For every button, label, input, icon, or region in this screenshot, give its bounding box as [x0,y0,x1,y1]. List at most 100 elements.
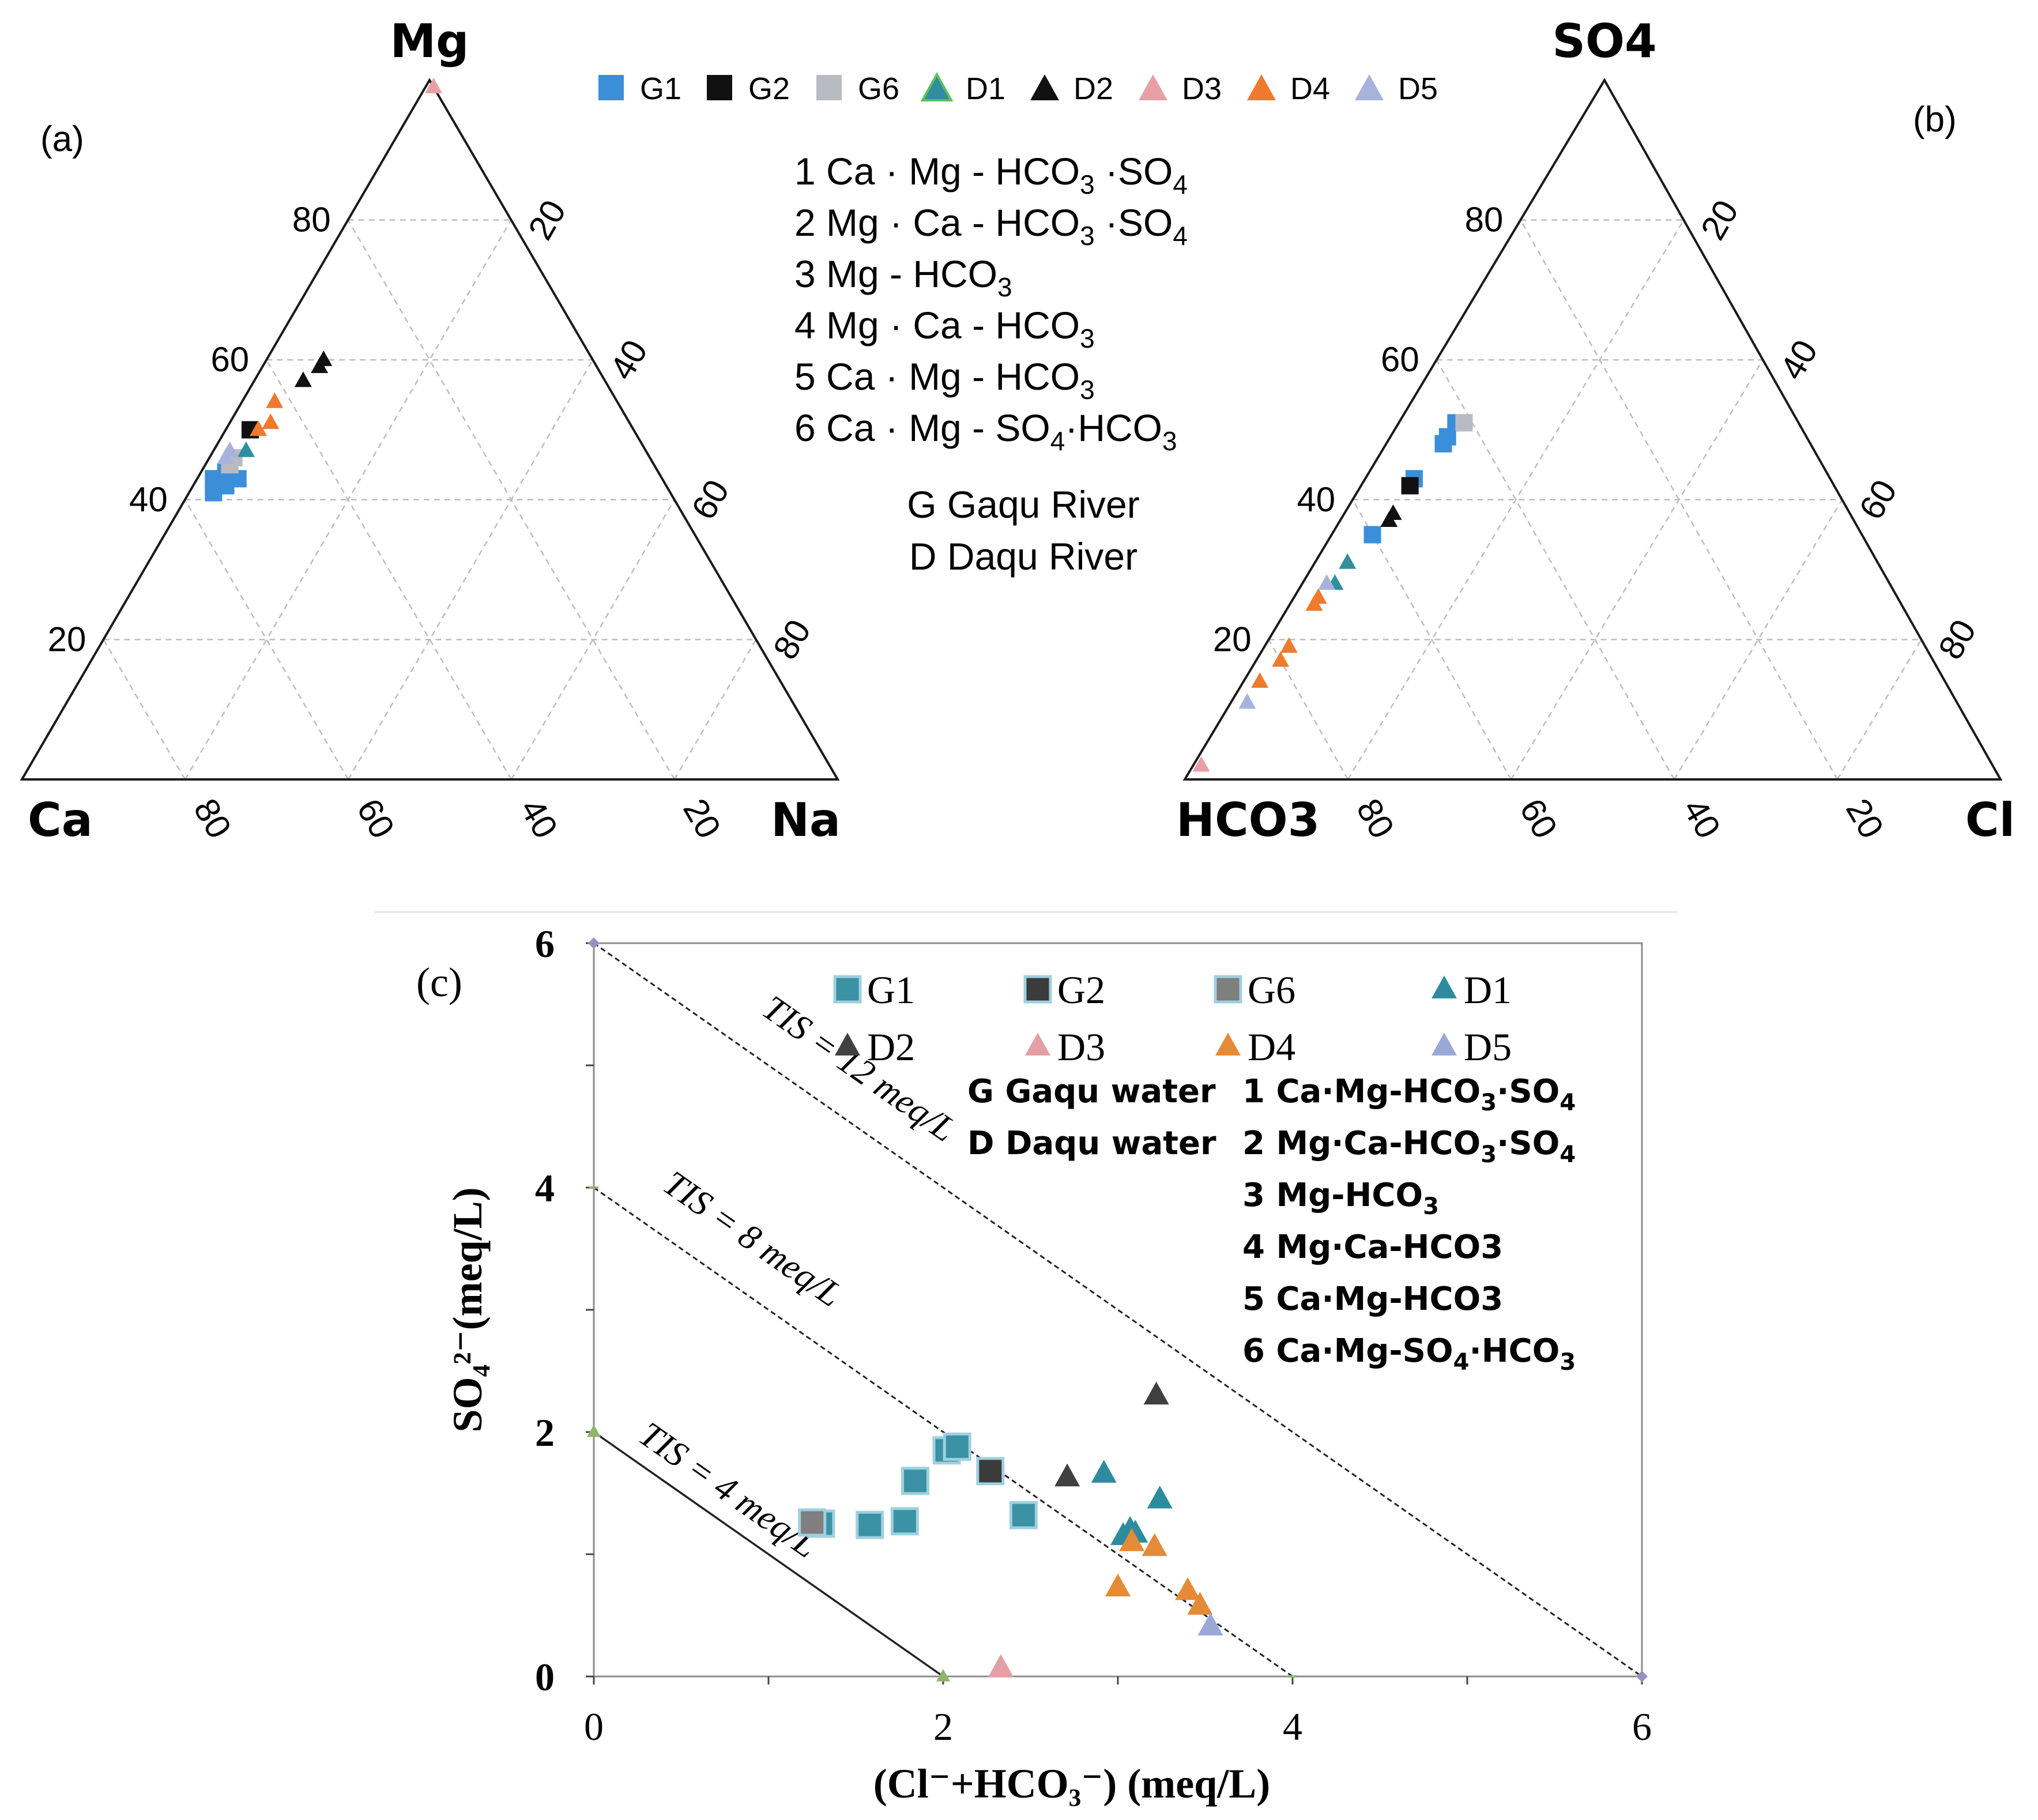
y-axis-title: SO₄²⁻(meq/L) [444,1187,491,1432]
vertex-label-top: SO4 [1552,14,1656,68]
legend-marker-D3 [1025,1033,1050,1056]
scatter-plot-c: 0 2 4 6 0 2 4 6 (Cl⁻+HCO₃⁻) (meq/L) SO₄²⁻(meq/L) T… [444,922,1652,1807]
legend-marker-D1 [1432,975,1457,998]
legend-marker-D5 [1355,74,1384,100]
bottom-axis-tick: 20 [676,792,728,845]
x-tick-label: 6 [1632,1705,1652,1749]
legend-item-D2: D2 [835,1025,915,1069]
data-point-D4 [262,413,280,429]
bottom-axis-tick: 60 [1512,792,1565,845]
grid-line [1352,499,1512,780]
legend-marker-G2 [707,75,732,100]
tis-line-endpoint [587,1425,601,1437]
series-D2 [1380,504,1402,527]
legend-item-G6: G6 [816,71,899,106]
data-point-D5 [1238,693,1256,709]
legend-label-G1: G1 [640,71,681,106]
water-type-note: 1 Ca · Mg - HCO3 ·SO4 [794,150,1188,199]
data-point-D2 [1054,1463,1080,1487]
legend-marker-D4 [1247,74,1276,100]
series-D3 [425,77,443,93]
y-tick-label: 4 [535,1166,555,1210]
bottom-axis-tick: 20 [1839,792,1891,845]
legend-item-G1: G1 [598,71,681,106]
series-D5 [1238,574,1336,709]
legend-item-G2: G2 [707,71,790,106]
panel-label-c: (c) [416,959,462,1005]
water-type-note: 4 Mg·Ca-HCO3 [1242,1229,1503,1266]
vertex-label-left: Ca [28,793,93,847]
river-note: G Gaqu River [907,483,1139,526]
legend-marker-D1 [920,71,954,101]
tis-line [593,1186,1293,1678]
water-group-note: G Gaqu water [967,1073,1216,1110]
legend-marker-D5 [1432,1033,1457,1056]
water-type-note: 4 Mg · Ca - HCO3 [794,304,1095,353]
legend-item-D4: D4 [1247,71,1330,106]
bottom-axis-tick: 60 [349,792,402,845]
tis-line-endpoint [588,937,600,949]
ternary-frame [1182,78,2003,781]
legend-marker-D2 [835,1033,860,1056]
left-axis-tick: 60 [1381,340,1419,379]
data-point-G1 [1434,435,1452,453]
grid-line [184,499,349,780]
water-type-note: 2 Mg · Ca - HCO3 ·SO4 [794,201,1188,251]
series-D2 [294,351,333,387]
legend-item-D3: D3 [1025,1025,1105,1069]
data-point-G6 [798,1508,827,1537]
data-point-D4 [1280,637,1298,653]
legend-c: G1 G2 G6 D1 D2 D3 D4 D5 [833,968,1512,1069]
grid-line [1510,359,1764,780]
legend-label-G2: G2 [1057,968,1105,1012]
left-axis-tick: 60 [210,340,249,379]
data-point-D4 [266,392,284,408]
grid-line [347,359,594,780]
data-point-D2 [311,357,329,374]
tis-line [593,1431,944,1678]
data-point-D2 [294,371,312,387]
legend-label-G6: G6 [858,71,899,106]
data-point-D4 [1119,1528,1145,1551]
grid-line [1436,359,1675,780]
legend-item-D1: D1 [1432,968,1512,1012]
data-point-D5 [1318,574,1336,590]
data-point-D1 [237,441,255,457]
data-point-D4 [250,420,268,436]
water-type-note: 5 Ca·Mg-HCO3 [1242,1280,1503,1318]
water-type-note: 3 Mg-HCO3 [1242,1177,1439,1220]
vertex-label-top: Mg [390,14,469,68]
legend-marker-G2 [1023,975,1052,1004]
series-D4 [1251,588,1327,688]
grid-line [510,499,675,780]
vertex-label-right: Na [771,793,841,847]
legend-label-G2: G2 [748,71,790,106]
series-G1 [807,1432,1038,1539]
y-tick-label: 2 [535,1411,555,1455]
grid-line [1836,639,1922,780]
grid-line [266,359,513,780]
legend-item-G2: G2 [1023,968,1105,1012]
series-D5 [217,441,239,464]
legend-label-D2: D2 [867,1025,915,1069]
series-G6 [798,1508,827,1537]
data-point-D3 [988,1654,1014,1677]
bottom-axis-tick: 40 [1675,792,1728,845]
x-axis-title: (Cl⁻+HCO₃⁻) (meq/L) [873,1761,1271,1807]
series-D4 [1105,1528,1213,1615]
grid-line [103,639,186,780]
data-point-D4 [1272,651,1290,667]
legend-item-D1: D1 [920,71,1005,106]
x-tick-label: 4 [1283,1705,1302,1749]
grid-line [1673,499,1843,780]
data-point-D2 [1143,1381,1169,1405]
legend-marker-D2 [1030,74,1059,100]
data-point-D4 [1105,1573,1131,1597]
notes-c: G Gaqu water D Daqu water 1 Ca·Mg-HCO3·SO4… [967,1073,1576,1376]
legend-marker-D4 [1215,1033,1241,1056]
legend-item-D3: D3 [1139,71,1222,106]
data-point-D4 [1305,595,1323,611]
left-axis-tick: 20 [48,620,86,658]
x-tick-label: 2 [933,1705,953,1749]
